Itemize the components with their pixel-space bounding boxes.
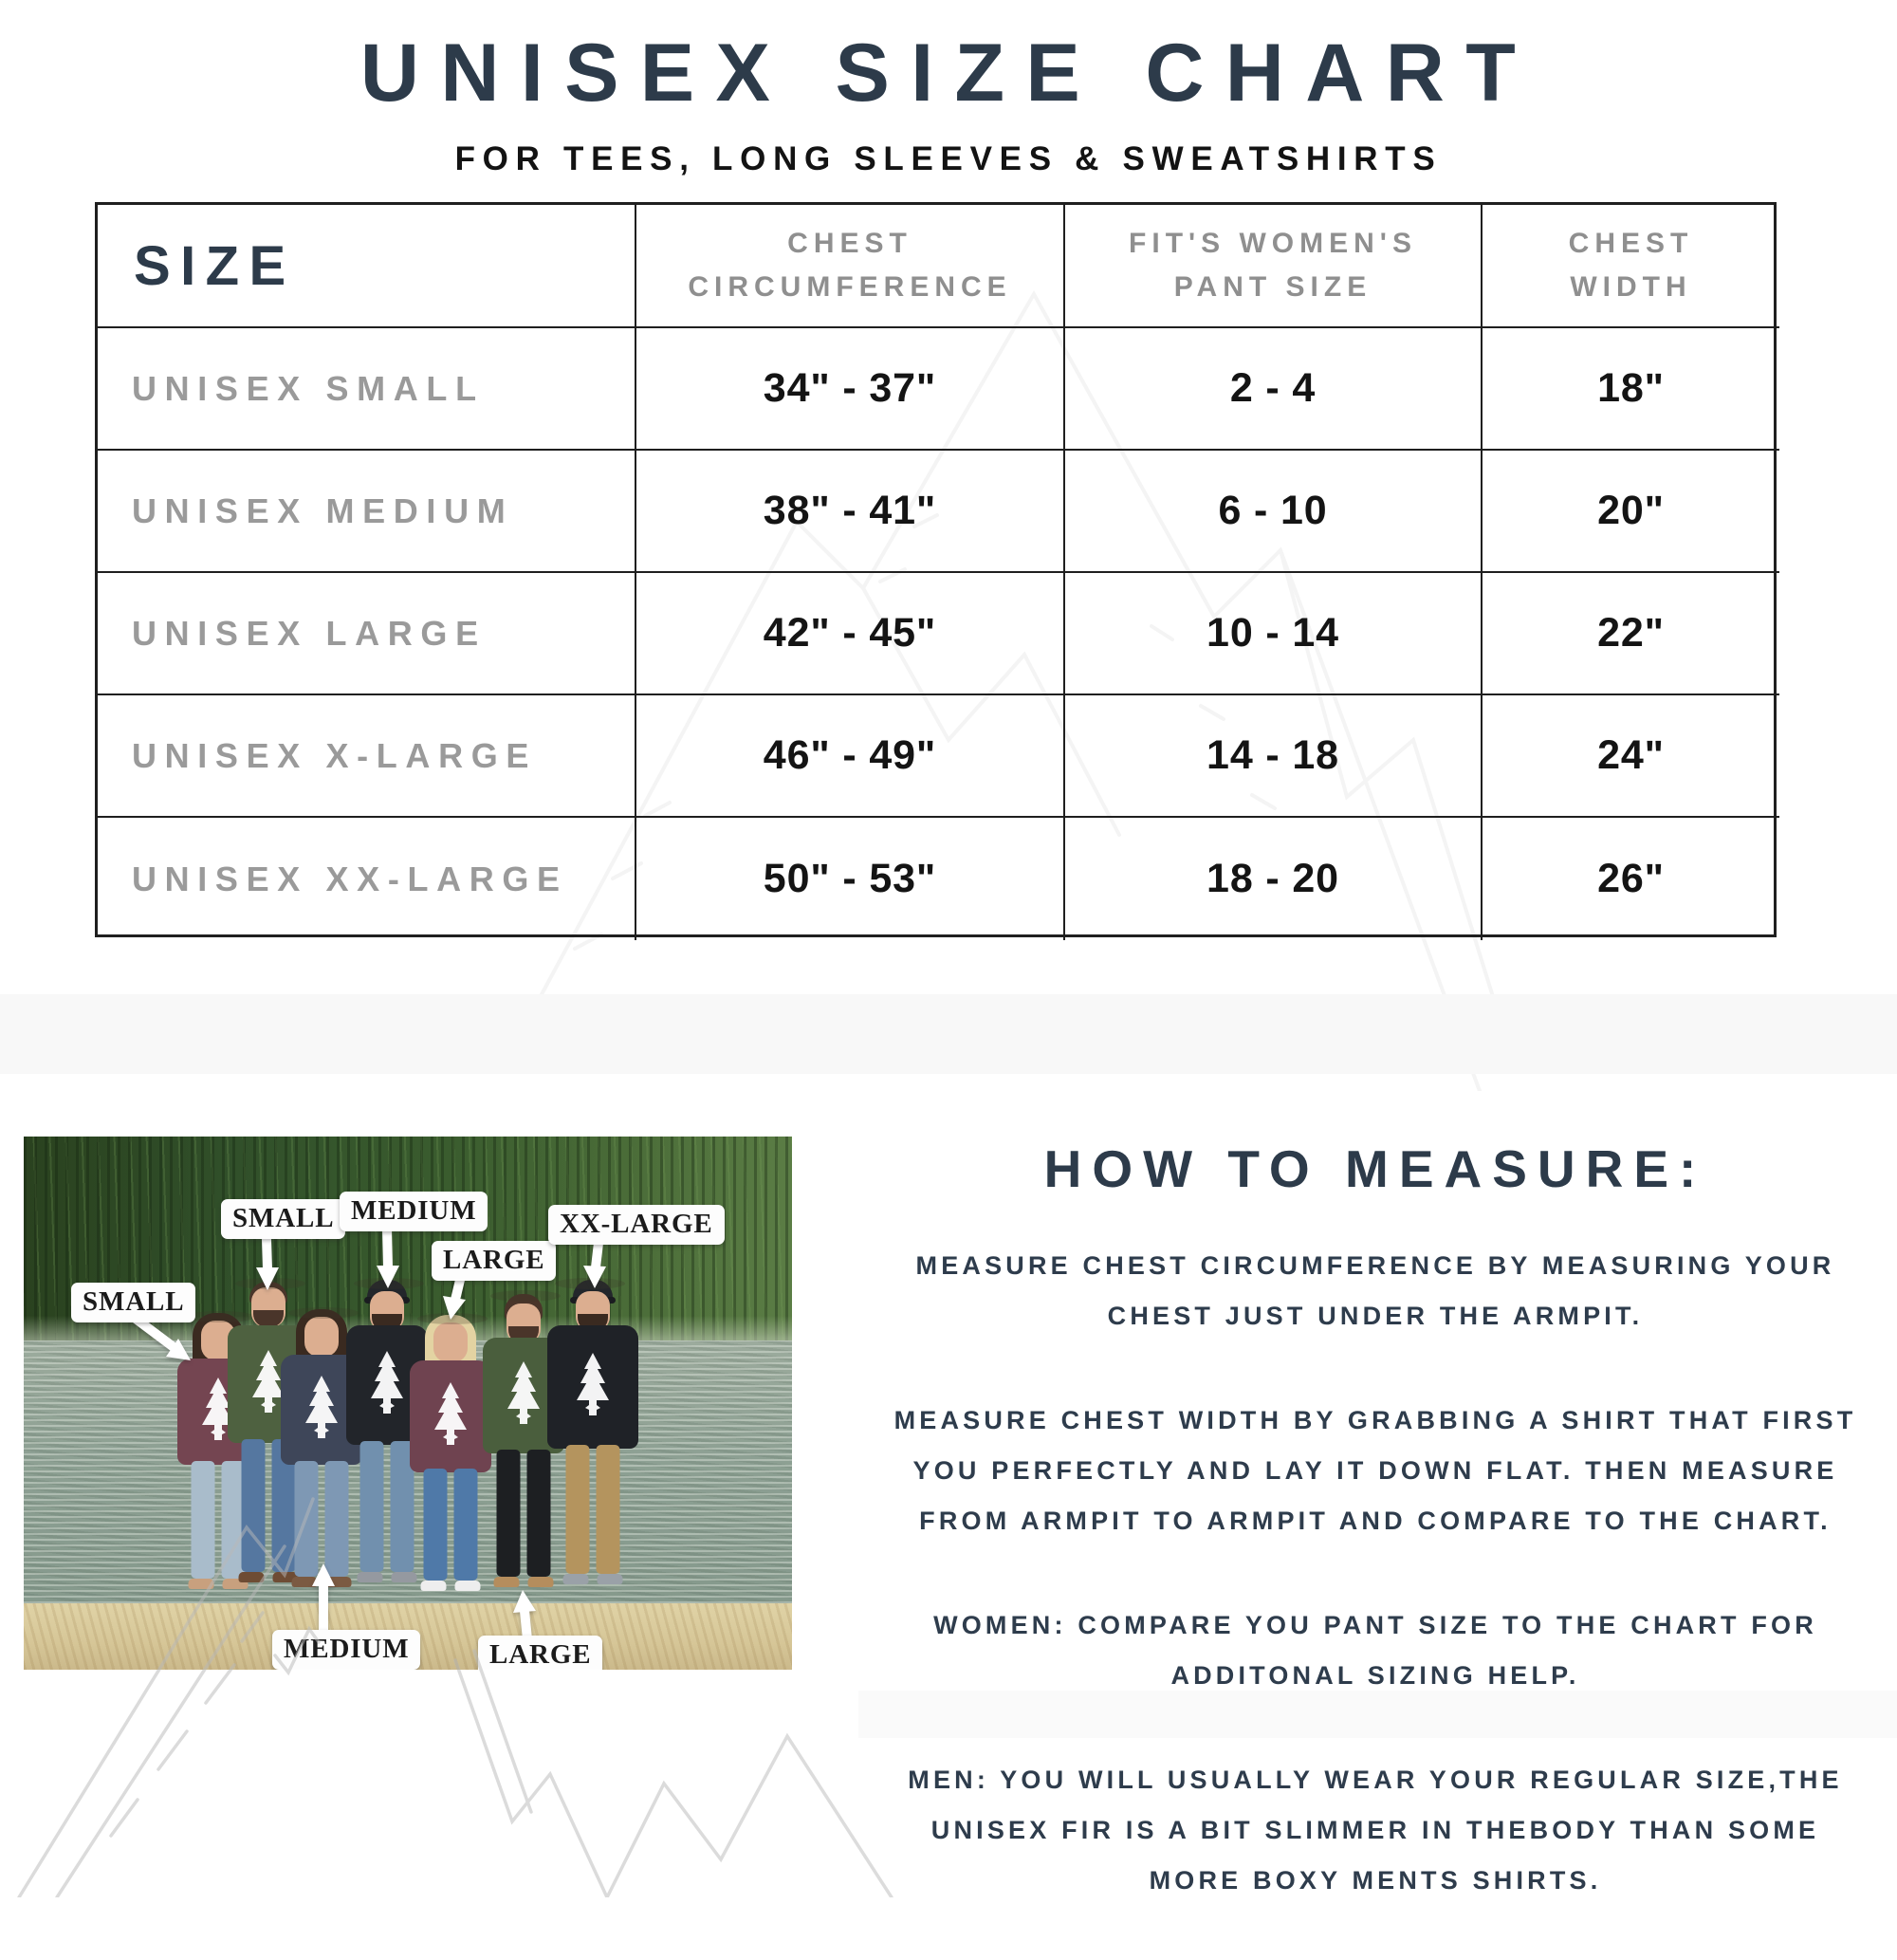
tee-black <box>547 1325 638 1449</box>
table-row-size-label: UNISEX X-LARGE <box>98 695 636 818</box>
label-arrows <box>131 1225 606 1644</box>
background-band <box>0 994 1897 1074</box>
black-pants <box>496 1450 551 1577</box>
size-label-medium-bottom: MEDIUM <box>272 1630 421 1670</box>
table-cell-pant-size: 2 - 4 <box>1065 328 1483 451</box>
ripped-jeans <box>423 1469 478 1581</box>
table-cell-chest-circumference: 34" - 37" <box>636 328 1065 451</box>
size-label-small-left: SMALL <box>71 1283 196 1322</box>
table-row-size-label: UNISEX XX-LARGE <box>98 818 636 940</box>
column-header-chest-width: CHEST WIDTH <box>1483 205 1779 328</box>
measure-circumference-paragraph: MEASURE CHEST CIRCUMFERENCE BY MEASURING… <box>915 1251 1835 1330</box>
table-cell-chest-circumference: 38" - 41" <box>636 451 1065 573</box>
how-to-measure-section: HOW TO MEASURE: MEASURE CHEST CIRCUMFERE… <box>882 1138 1869 1960</box>
size-label-xxlarge-top: XX-LARGE <box>548 1205 725 1245</box>
table-cell-chest-circumference: 46" - 49" <box>636 695 1065 818</box>
size-table: SIZE CHEST CIRCUMFERENCE FIT'S WOMEN'S P… <box>95 202 1779 940</box>
shoes <box>420 1581 481 1591</box>
boots <box>493 1577 554 1587</box>
men-sizing-paragraph: MEN: YOU WILL USUALLY WEAR YOUR REGULAR … <box>908 1766 1843 1895</box>
table-cell-chest-width: 26" <box>1597 856 1665 901</box>
shoes <box>357 1572 417 1582</box>
head <box>433 1322 468 1362</box>
table-cell-pant-size: 6 - 10 <box>1065 451 1483 573</box>
size-label-large-top: LARGE <box>432 1241 557 1281</box>
page-subtitle: FOR TEES, LONG SLEEVES & SWEATSHIRTS <box>454 140 1443 177</box>
column-header-chest-circumference: CHEST CIRCUMFERENCE <box>636 205 1065 328</box>
head <box>304 1317 339 1357</box>
table-cell-chest-width: 18" <box>1483 328 1779 451</box>
table-cell-chest-circumference: 42" - 45" <box>636 573 1065 695</box>
table-cell-chest-width: 24" <box>1483 695 1779 818</box>
column-header-size: SIZE <box>98 205 636 328</box>
size-label-small-top: SMALL <box>221 1199 346 1239</box>
page-title: UNISEX SIZE CHART <box>359 28 1538 119</box>
column-header-pant-size: FIT'S WOMEN'S PANT SIZE <box>1065 205 1483 328</box>
women-sizing-paragraph: WOMEN: COMPARE YOU PANT SIZE TO THE CHAR… <box>933 1611 1817 1690</box>
table-row-size-label: UNISEX MEDIUM <box>98 451 636 573</box>
table-cell-chest-width: 22" <box>1483 573 1779 695</box>
table-row-size-label: UNISEX LARGE <box>98 573 636 695</box>
background-band-2 <box>858 1691 1897 1738</box>
table-cell-chest-circumference: 50" - 53" <box>636 818 1065 940</box>
tee-maroon <box>410 1360 491 1472</box>
table-cell-chest-width: 20" <box>1483 451 1779 573</box>
beard <box>253 1310 284 1327</box>
table-row-size-label: UNISEX SMALL <box>98 328 636 451</box>
how-to-measure-title: HOW TO MEASURE: <box>1043 1139 1707 1198</box>
table-cell-pant-size: 18 - 20 <box>1065 818 1483 940</box>
measure-width-paragraph: MEASURE CHEST WIDTH BY GRABBING A SHIRT … <box>893 1406 1857 1535</box>
khaki-pants <box>565 1445 620 1574</box>
size-label-large-bottom: LARGE <box>478 1636 603 1670</box>
table-cell-pant-size: 10 - 14 <box>1065 573 1483 695</box>
size-label-medium-top: MEDIUM <box>340 1192 488 1231</box>
table-cell-pant-size: 14 - 18 <box>1065 695 1483 818</box>
shoes <box>562 1574 623 1584</box>
group-photo: SMALL SMALL MEDIUM LARGE XX-LARGE MEDIUM… <box>24 1137 792 1670</box>
